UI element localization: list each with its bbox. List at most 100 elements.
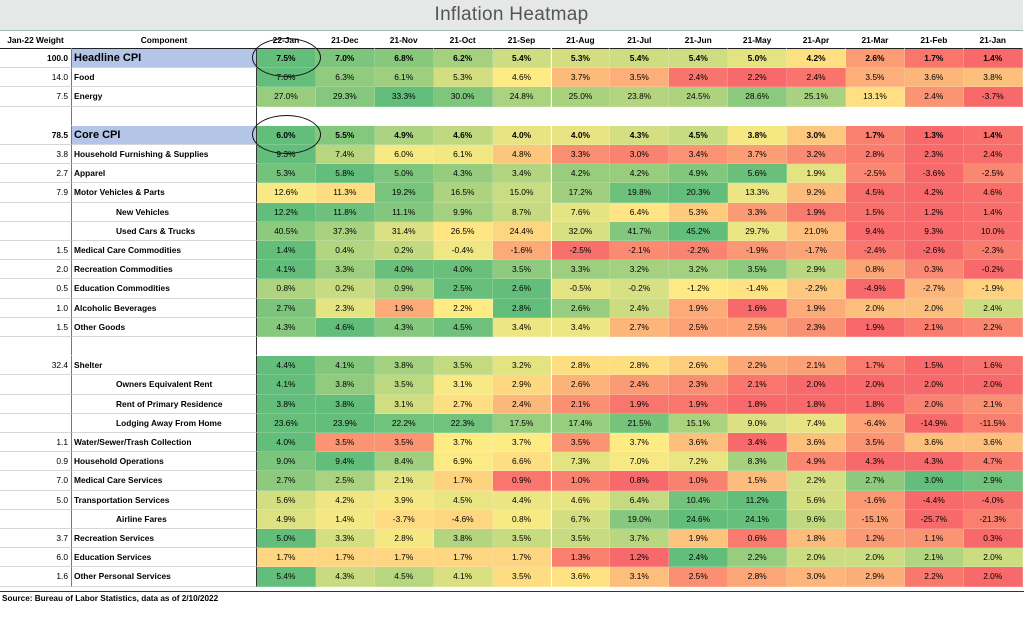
heatmap-cell: -14.9% bbox=[904, 413, 964, 433]
heatmap-cell: 3.8% bbox=[963, 68, 1023, 88]
row-component-other-personal-services: Other Personal Services bbox=[72, 567, 257, 587]
heatmap-cell: 4.0% bbox=[374, 260, 434, 280]
heatmap-cell: 13.1% bbox=[846, 87, 905, 107]
heatmap-cell: 3.5% bbox=[374, 375, 434, 395]
column-header-21-dec: 21-Dec bbox=[315, 31, 375, 49]
heatmap-cell: 2.6% bbox=[846, 49, 905, 69]
row-weight: 1.0 bbox=[0, 298, 72, 318]
heatmap-cell: -21.3% bbox=[963, 509, 1023, 529]
heatmap-cell: 2.5% bbox=[669, 567, 729, 587]
heatmap-cell: 5.6% bbox=[787, 490, 846, 510]
heatmap-cell: 6.0% bbox=[257, 125, 316, 145]
heatmap-cell: 1.7% bbox=[315, 548, 375, 568]
heatmap-cell: 3.3% bbox=[728, 202, 788, 222]
heatmap-cell: -2.3% bbox=[963, 241, 1023, 261]
heatmap-cell: 2.2% bbox=[728, 68, 788, 88]
heatmap-cell: -6.4% bbox=[846, 413, 905, 433]
row-weight: 2.0 bbox=[0, 260, 72, 280]
heatmap-cell: 0.2% bbox=[374, 241, 434, 261]
heatmap-cell: 4.1% bbox=[257, 375, 316, 395]
heatmap-cell: 5.4% bbox=[669, 49, 729, 69]
heatmap-cell: 19.2% bbox=[374, 183, 434, 203]
heatmap-cell: 6.8% bbox=[374, 49, 434, 69]
row-component-transportation-services: Transportation Services bbox=[72, 490, 257, 510]
heatmap-cell: 1.4% bbox=[963, 49, 1023, 69]
heatmap-cell: 1.4% bbox=[257, 241, 316, 261]
heatmap-cell: 2.1% bbox=[374, 471, 434, 491]
heatmap-cell: 3.2% bbox=[787, 145, 846, 165]
heatmap-cell: 4.2% bbox=[787, 49, 846, 69]
heatmap-cell: -4.4% bbox=[904, 490, 964, 510]
heatmap-cell: -1.4% bbox=[728, 279, 788, 299]
heatmap-cell: 4.0% bbox=[492, 125, 552, 145]
heatmap-cell: 2.7% bbox=[433, 394, 493, 414]
heatmap-cell: -0.5% bbox=[551, 279, 611, 299]
heatmap-cell: 3.5% bbox=[846, 433, 905, 453]
heatmap-cell: 4.1% bbox=[315, 356, 375, 376]
column-header-21-jun: 21-Jun bbox=[669, 31, 729, 49]
heatmap-cell: 2.7% bbox=[257, 298, 316, 318]
heatmap-cell: 1.6% bbox=[963, 356, 1023, 376]
heatmap-cell: 2.6% bbox=[551, 375, 611, 395]
heatmap-cell: 4.6% bbox=[492, 68, 552, 88]
row-component-energy: Energy bbox=[72, 87, 257, 107]
heatmap-cell: 3.6% bbox=[551, 567, 611, 587]
heatmap-cell: 5.6% bbox=[257, 490, 316, 510]
heatmap-cell: -2.7% bbox=[904, 279, 964, 299]
heatmap-cell: 3.2% bbox=[492, 356, 552, 376]
heatmap-cell: 5.3% bbox=[551, 49, 611, 69]
heatmap-cell: 0.6% bbox=[728, 529, 788, 549]
heatmap-cell: 4.3% bbox=[904, 452, 964, 472]
heatmap-cell: 3.8% bbox=[433, 529, 493, 549]
row-weight: 3.7 bbox=[0, 529, 72, 549]
heatmap-cell: 12.2% bbox=[257, 202, 316, 222]
heatmap-cell: 2.8% bbox=[728, 567, 788, 587]
heatmap-cell: 8.7% bbox=[492, 202, 552, 222]
heatmap-cell: 1.8% bbox=[787, 394, 846, 414]
heatmap-cell: -4.9% bbox=[846, 279, 905, 299]
heatmap-cell: -1.6% bbox=[492, 241, 552, 261]
heatmap-cell: 1.7% bbox=[846, 125, 905, 145]
heatmap-cell: 2.4% bbox=[963, 298, 1023, 318]
heatmap-cell: 2.5% bbox=[315, 471, 375, 491]
heatmap-cell: 1.7% bbox=[904, 49, 964, 69]
heatmap-cell: 4.9% bbox=[257, 509, 316, 529]
heatmap-cell: 5.3% bbox=[669, 202, 729, 222]
column-header-21-sep: 21-Sep bbox=[492, 31, 552, 49]
heatmap-cell: 2.2% bbox=[728, 548, 788, 568]
heatmap-cell: 2.2% bbox=[433, 298, 493, 318]
heatmap-cell: 5.4% bbox=[257, 567, 316, 587]
heatmap-cell: 5.0% bbox=[257, 529, 316, 549]
heatmap-cell: 2.6% bbox=[669, 356, 729, 376]
row-component-food: Food bbox=[72, 68, 257, 88]
heatmap-cell: 17.4% bbox=[551, 413, 611, 433]
heatmap-cell: 3.4% bbox=[551, 317, 611, 337]
column-header-21-may: 21-May bbox=[728, 31, 788, 49]
heatmap-cell: 4.6% bbox=[963, 183, 1023, 203]
heatmap-cell: 2.9% bbox=[787, 260, 846, 280]
heatmap-cell: -25.7% bbox=[904, 509, 964, 529]
heatmap-cell: 2.8% bbox=[374, 529, 434, 549]
heatmap-cell: 2.0% bbox=[963, 567, 1023, 587]
heatmap-cell: 25.0% bbox=[551, 87, 611, 107]
heatmap-cell: 2.7% bbox=[257, 471, 316, 491]
heatmap-cell: 2.2% bbox=[904, 567, 964, 587]
heatmap-cell: 3.0% bbox=[787, 125, 846, 145]
row-weight bbox=[0, 413, 72, 433]
heatmap-cell: 4.3% bbox=[315, 567, 375, 587]
heatmap-cell: 23.9% bbox=[315, 413, 375, 433]
heatmap-cell: 1.4% bbox=[963, 202, 1023, 222]
component-header: Component bbox=[72, 31, 257, 49]
heatmap-cell: 2.2% bbox=[728, 356, 788, 376]
heatmap-cell: 1.1% bbox=[904, 529, 964, 549]
heatmap-cell: 3.7% bbox=[492, 433, 552, 453]
heatmap-cell: 2.0% bbox=[963, 548, 1023, 568]
heatmap-cell: 1.2% bbox=[904, 202, 964, 222]
heatmap-cell: 3.8% bbox=[728, 125, 788, 145]
heatmap-cell: 2.4% bbox=[610, 375, 670, 395]
heatmap-cell: 2.6% bbox=[551, 298, 611, 318]
heatmap-cell: 4.8% bbox=[492, 145, 552, 165]
heatmap-cell: 40.5% bbox=[257, 221, 316, 241]
row-weight: 7.0 bbox=[0, 471, 72, 491]
heatmap-cell: 6.1% bbox=[374, 68, 434, 88]
